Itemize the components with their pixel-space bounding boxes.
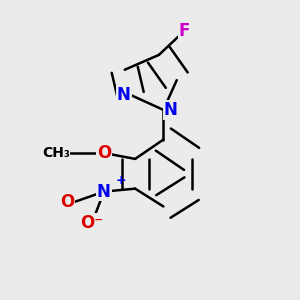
- Text: F: F: [178, 22, 190, 40]
- Text: N: N: [97, 183, 111, 201]
- Text: O⁻: O⁻: [80, 214, 104, 232]
- Text: O: O: [60, 193, 74, 211]
- Text: CH₃: CH₃: [42, 146, 70, 160]
- Text: O: O: [97, 144, 111, 162]
- Text: N: N: [117, 86, 131, 104]
- Text: N: N: [164, 101, 177, 119]
- Text: +: +: [116, 174, 126, 187]
